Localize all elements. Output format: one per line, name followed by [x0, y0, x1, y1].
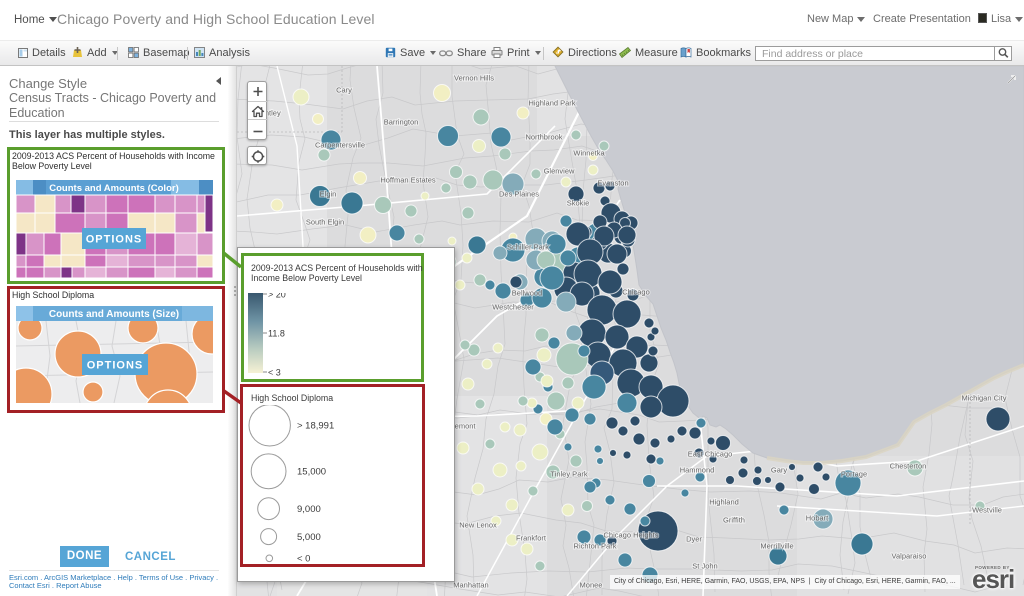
svg-text:OPTIONS: OPTIONS [87, 360, 144, 372]
svg-text:Griffith: Griffith [723, 516, 745, 525]
svg-text:Glenview: Glenview [544, 167, 575, 176]
svg-text:East Chicago: East Chicago [688, 450, 733, 459]
svg-text:Valparaiso: Valparaiso [892, 552, 927, 561]
svg-text:Bellwood: Bellwood [512, 289, 542, 298]
svg-text:OPTIONS: OPTIONS [86, 234, 143, 246]
svg-text:Evanston: Evanston [597, 179, 628, 188]
svg-text:Merrillville: Merrillville [760, 542, 793, 551]
svg-text:South Elgin: South Elgin [306, 218, 344, 227]
svg-text:Frankfort: Frankfort [516, 534, 547, 543]
svg-text:Northbrook: Northbrook [525, 133, 562, 142]
svg-text:Winnetka: Winnetka [573, 149, 605, 158]
svg-text:Skokie: Skokie [567, 199, 590, 208]
svg-text:Vernon Hills: Vernon Hills [454, 74, 494, 83]
svg-text:Highland Park: Highland Park [528, 99, 575, 108]
svg-text:St John: St John [692, 562, 717, 571]
svg-text:Westchester: Westchester [492, 303, 534, 312]
svg-text:Chicago: Chicago [622, 288, 650, 297]
svg-text:New Lenox: New Lenox [459, 521, 497, 530]
svg-text:Westville: Westville [972, 506, 1002, 515]
svg-text:Highland: Highland [709, 498, 739, 507]
svg-text:Richton Park: Richton Park [574, 542, 617, 551]
svg-text:Hobart: Hobart [806, 514, 829, 523]
svg-text:Hoffman Estates: Hoffman Estates [380, 176, 436, 185]
svg-text:Chesterton: Chesterton [890, 462, 927, 471]
svg-text:Chicago Heights: Chicago Heights [603, 531, 658, 540]
svg-text:Cary: Cary [336, 86, 352, 95]
svg-text:< 0: < 0 [297, 554, 310, 565]
svg-text:9,000: 9,000 [297, 504, 321, 515]
svg-text:> 20: > 20 [268, 293, 286, 300]
svg-text:Lemont: Lemont [450, 422, 476, 431]
svg-text:< 3: < 3 [268, 368, 281, 378]
svg-text:5,000: 5,000 [297, 532, 321, 543]
svg-text:Schiller Park: Schiller Park [507, 243, 549, 252]
svg-text:15,000: 15,000 [297, 467, 326, 478]
svg-text:Carpentersville: Carpentersville [315, 141, 365, 150]
svg-text:Manhattan: Manhattan [453, 581, 488, 590]
svg-text:11.8: 11.8 [268, 329, 285, 339]
svg-text:Counts and Amounts (Color): Counts and Amounts (Color) [49, 183, 178, 194]
svg-text:Des Plaines: Des Plaines [499, 190, 539, 199]
svg-text:Monee: Monee [580, 581, 603, 590]
svg-text:Counts and Amounts (Size): Counts and Amounts (Size) [49, 309, 179, 320]
svg-text:Barrington: Barrington [384, 118, 419, 127]
svg-text:Dyer: Dyer [686, 535, 702, 544]
svg-text:Tinley Park: Tinley Park [550, 470, 587, 479]
svg-text:Hammond: Hammond [680, 466, 715, 475]
svg-text:Michigan City: Michigan City [961, 394, 1006, 403]
svg-text:Elgin: Elgin [320, 190, 337, 199]
svg-text:Huntley: Huntley [255, 109, 281, 118]
svg-text:> 18,991: > 18,991 [297, 421, 334, 432]
svg-text:Gary: Gary [771, 466, 788, 475]
svg-text:Portage: Portage [841, 470, 867, 479]
